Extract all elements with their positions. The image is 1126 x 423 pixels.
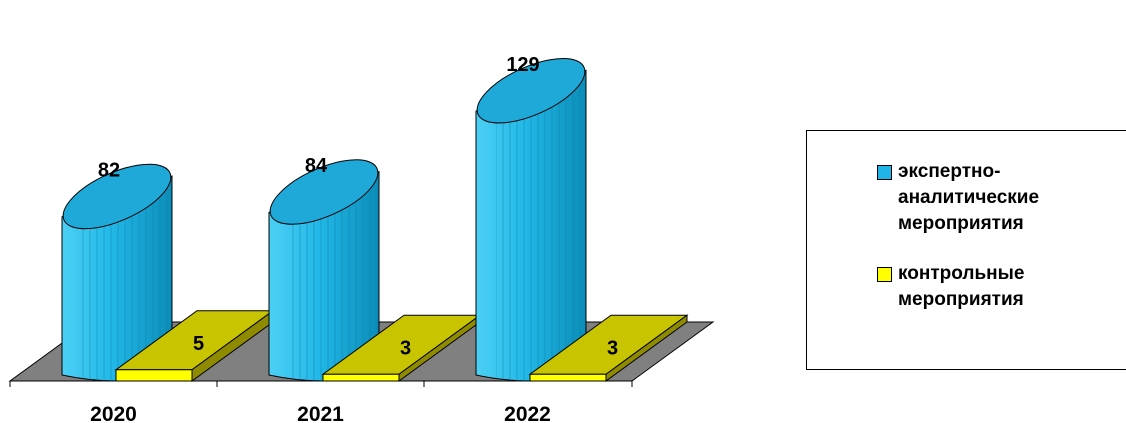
bar-control-2020 xyxy=(115,369,193,382)
data-label-control-2020: 5 xyxy=(193,333,204,355)
data-label-expert-2022: 129 xyxy=(506,54,539,76)
legend-item-control: контрольные мероприятия xyxy=(877,261,1098,313)
legend: экспертно-аналитические мероприятия конт… xyxy=(806,130,1126,370)
bar-expert-shading-2020 xyxy=(82,176,172,382)
data-label-control-2022: 3 xyxy=(607,338,618,360)
bar-control-2021 xyxy=(322,373,400,382)
legend-swatch-expert xyxy=(877,165,892,180)
bar-expert-top-2022 xyxy=(476,58,586,124)
bar-expert-top-2020 xyxy=(62,163,172,230)
data-label-expert-2020: 82 xyxy=(98,160,120,182)
bar-expert-shading-2022 xyxy=(496,70,586,382)
x-tick-label-2021: 2021 xyxy=(297,403,344,423)
bar-control-2022 xyxy=(529,373,607,382)
x-tick-label-2020: 2020 xyxy=(90,403,137,423)
legend-swatch-control xyxy=(877,267,892,282)
legend-label-control: контрольные мероприятия xyxy=(898,263,1025,310)
data-label-expert-2021: 84 xyxy=(305,155,328,177)
legend-item-expert: экспертно-аналитические мероприятия xyxy=(877,159,1098,237)
x-tick-label-2022: 2022 xyxy=(504,403,551,423)
data-label-control-2021: 3 xyxy=(400,338,411,360)
bar-expert-shading-2021 xyxy=(289,171,379,382)
bar-expert-top-2021 xyxy=(269,159,379,225)
legend-label-expert: экспертно-аналитические мероприятия xyxy=(898,161,1040,234)
